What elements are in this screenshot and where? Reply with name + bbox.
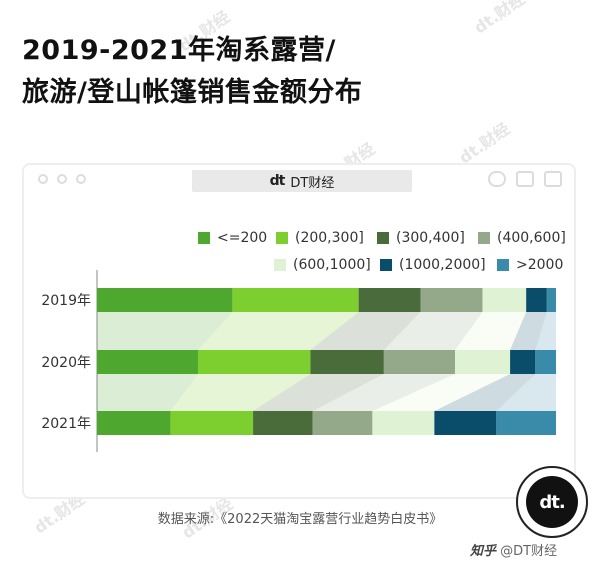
bar-segment <box>253 411 313 435</box>
bar-segment <box>197 350 311 374</box>
category-label: 2021年 <box>41 416 91 432</box>
footer-credit: 知乎 @DT财经 <box>470 540 557 559</box>
minimize-dot-icon[interactable] <box>57 174 67 184</box>
source-note: 数据来源:《2022天猫淘宝露营行业趋势白皮书》 <box>157 512 443 527</box>
bar-segment <box>97 288 233 312</box>
legend-label: (600,1000] <box>293 257 371 273</box>
connector-band <box>496 374 556 411</box>
legend-item: (200,300] <box>276 230 364 246</box>
bar-segment <box>455 350 511 374</box>
maximize-dot-icon[interactable] <box>76 174 86 184</box>
category-label: 2020年 <box>41 355 91 371</box>
legend-item: (300,400] <box>377 230 465 246</box>
page-title: 2019-2021年淘系露营/ 旅游/登山帐篷销售金额分布 <box>22 30 362 114</box>
connector-band <box>372 374 511 411</box>
dt-badge: dt. <box>516 466 588 538</box>
bar-segment <box>310 350 384 374</box>
address-bar-label: DT财经 <box>290 175 335 191</box>
legend-label: (400,600] <box>497 230 566 246</box>
legend-label: (200,300] <box>295 230 364 246</box>
legend-label: (1000,2000] <box>399 257 486 273</box>
connector-band <box>434 374 536 411</box>
legend-item: >2000 <box>497 257 563 273</box>
footer-brand: 知乎 <box>470 544 497 559</box>
bar-segment <box>510 350 536 374</box>
bar-segment <box>97 411 171 435</box>
browser-window: dt DT财经 <box>22 163 576 499</box>
dt-badge-logo-icon: dt. <box>526 476 578 528</box>
window-control-icon[interactable] <box>516 171 534 187</box>
legend-swatch <box>380 259 392 271</box>
connector-band <box>197 312 359 350</box>
connector-band <box>97 374 198 411</box>
legend-item: (600,1000] <box>274 257 371 273</box>
bar-segment <box>312 411 373 435</box>
dt-logo-icon: dt <box>269 173 286 189</box>
connector-band <box>170 374 311 411</box>
bar-segment <box>97 350 198 374</box>
legend-item: (1000,2000] <box>380 257 486 273</box>
bar-segment <box>420 288 483 312</box>
bar-segment <box>232 288 359 312</box>
connector-band <box>510 312 547 350</box>
legend-label: (300,400] <box>396 230 465 246</box>
bar-segment <box>482 288 527 312</box>
footer-handle: @DT财经 <box>500 544 558 559</box>
legend-swatch <box>478 232 490 244</box>
connector-band <box>383 312 483 350</box>
bar-segment <box>434 411 497 435</box>
connector-band <box>310 312 421 350</box>
legend-swatch <box>276 232 288 244</box>
legend-swatch <box>274 259 286 271</box>
connector-band <box>97 312 233 350</box>
connector-band <box>535 312 556 350</box>
title-line-2: 旅游/登山帐篷销售金额分布 <box>22 77 363 108</box>
legend-swatch <box>377 232 389 244</box>
window-control-icon[interactable] <box>544 171 562 187</box>
bar-segment <box>170 411 254 435</box>
bar-segment <box>358 288 421 312</box>
window-control-icon[interactable] <box>488 171 506 187</box>
legend-item: <=200 <box>198 230 267 246</box>
connector-band <box>455 312 527 350</box>
connector-band <box>253 374 384 411</box>
legend-label: <=200 <box>217 230 268 246</box>
legend-swatch <box>198 232 210 244</box>
bar-segment <box>546 288 556 312</box>
close-dot-icon[interactable] <box>38 174 48 184</box>
bar-segment <box>383 350 456 374</box>
legend-swatch <box>497 259 509 271</box>
bar-segment <box>372 411 435 435</box>
title-line-1: 2019-2021年淘系露营/ <box>22 35 336 66</box>
legend-item: (400,600] <box>478 230 566 246</box>
bar-segment <box>535 350 556 374</box>
window-title-bar: dt DT财经 <box>24 165 574 195</box>
address-bar[interactable]: dt DT财经 <box>192 170 412 192</box>
connector-band <box>312 374 456 411</box>
bar-segment <box>496 411 556 435</box>
legend-label: >2000 <box>516 257 564 273</box>
bar-segment <box>526 288 547 312</box>
category-label: 2019年 <box>41 293 91 309</box>
